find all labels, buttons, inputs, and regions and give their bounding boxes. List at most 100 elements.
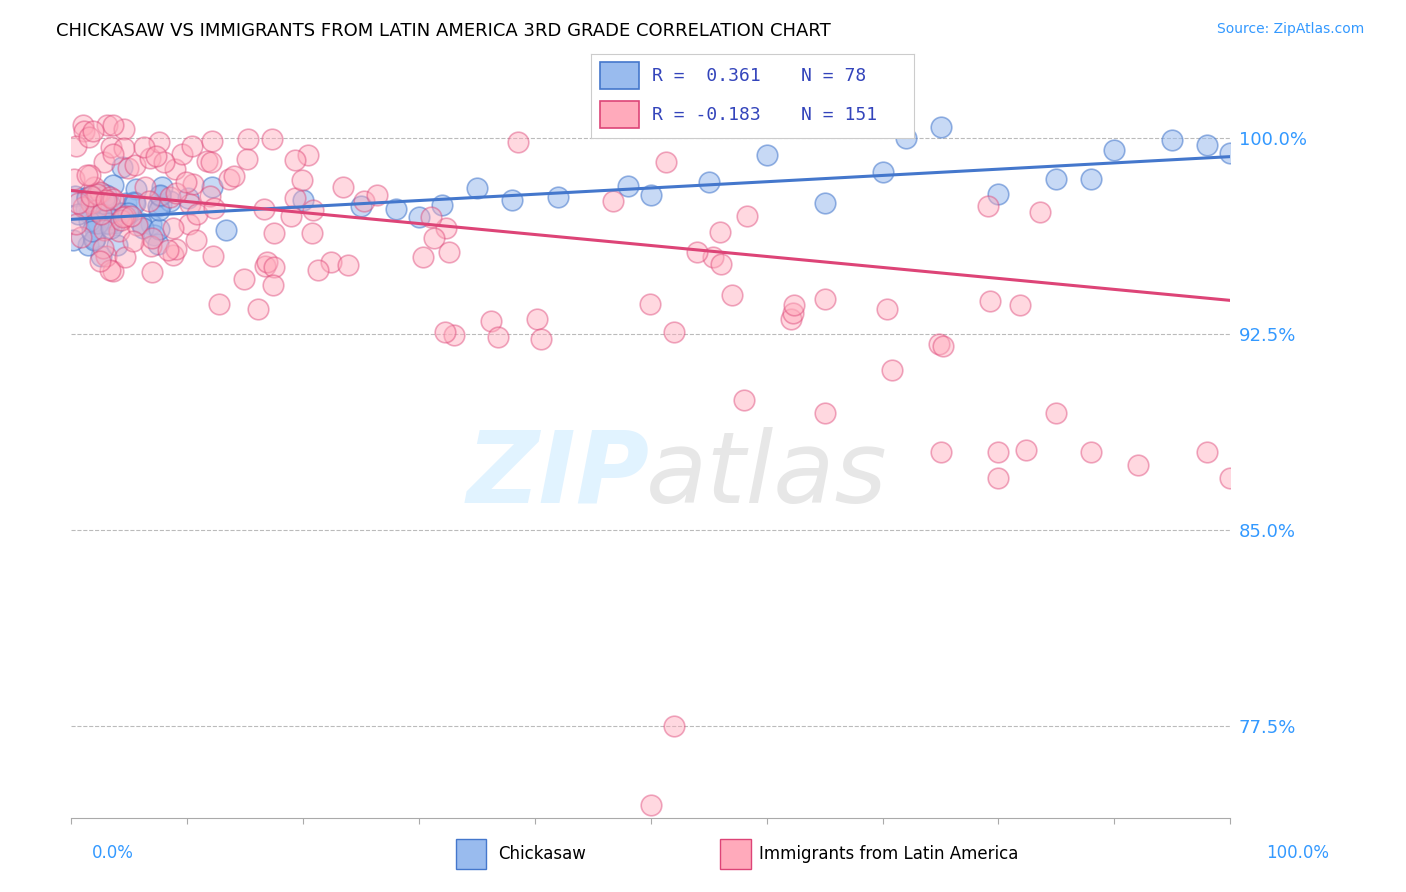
Point	[422, 231, 444, 245]
Text: Immigrants from Latin America: Immigrants from Latin America	[759, 845, 1018, 863]
Point	[120, 209, 142, 223]
Point	[1045, 172, 1067, 186]
Point	[301, 227, 323, 241]
Point	[77, 129, 100, 144]
Point	[1197, 138, 1219, 153]
Point	[201, 249, 224, 263]
Point	[236, 132, 259, 146]
Point	[235, 153, 257, 167]
Point	[114, 250, 136, 264]
Point	[263, 227, 285, 241]
Point	[100, 140, 122, 154]
Point	[98, 217, 121, 231]
Point	[73, 124, 96, 138]
Point	[66, 196, 89, 211]
Point	[640, 297, 662, 311]
Text: 0.0%: 0.0%	[91, 844, 134, 862]
Point	[1197, 445, 1219, 459]
Text: Chickasaw: Chickasaw	[498, 845, 585, 863]
Point	[125, 181, 148, 195]
Point	[159, 190, 181, 204]
Point	[640, 797, 662, 812]
Point	[184, 233, 207, 247]
Point	[138, 194, 160, 209]
Point	[640, 188, 662, 202]
Point	[547, 190, 569, 204]
Point	[76, 168, 98, 182]
Point	[200, 155, 222, 169]
Point	[634, 118, 657, 132]
Point	[733, 393, 755, 408]
Point	[814, 406, 837, 420]
Point	[434, 221, 457, 235]
Point	[98, 198, 121, 212]
Point	[148, 135, 170, 149]
Point	[131, 221, 153, 235]
Point	[987, 471, 1010, 485]
Point	[384, 202, 406, 217]
Point	[408, 210, 430, 224]
Point	[124, 196, 146, 211]
Point	[80, 189, 103, 203]
Point	[332, 180, 354, 194]
Point	[172, 146, 194, 161]
Point	[122, 234, 145, 248]
Point	[814, 196, 837, 211]
Point	[179, 197, 201, 211]
Point	[108, 224, 131, 238]
Bar	[456, 838, 486, 869]
Point	[132, 140, 155, 154]
Point	[159, 194, 181, 208]
Point	[174, 175, 197, 189]
Point	[443, 328, 465, 343]
Point	[246, 301, 269, 316]
Point	[76, 191, 98, 205]
Point	[83, 180, 105, 194]
Point	[755, 147, 778, 161]
Point	[987, 187, 1010, 202]
Point	[148, 236, 170, 251]
Point	[602, 194, 624, 209]
Point	[929, 120, 952, 134]
Point	[83, 233, 105, 247]
Point	[139, 218, 162, 232]
Point	[162, 248, 184, 262]
Point	[292, 193, 315, 207]
Point	[430, 198, 453, 212]
Point	[62, 233, 84, 247]
Point	[101, 192, 124, 206]
Point	[709, 225, 731, 239]
Point	[100, 220, 122, 235]
Point	[1161, 133, 1184, 147]
Point	[112, 121, 135, 136]
Point	[111, 161, 134, 175]
Point	[419, 210, 441, 224]
Point	[76, 190, 98, 204]
Point	[65, 139, 87, 153]
Point	[697, 175, 720, 189]
Point	[145, 149, 167, 163]
Point	[65, 217, 87, 231]
Point	[165, 242, 187, 256]
Point	[353, 194, 375, 208]
Text: ZIP: ZIP	[467, 426, 650, 524]
Point	[72, 118, 94, 132]
Point	[1219, 146, 1241, 161]
Point	[80, 196, 103, 211]
Text: CHICKASAW VS IMMIGRANTS FROM LATIN AMERICA 3RD GRADE CORRELATION CHART: CHICKASAW VS IMMIGRANTS FROM LATIN AMERI…	[56, 22, 831, 40]
Point	[176, 191, 198, 205]
Point	[253, 202, 276, 216]
Point	[263, 260, 285, 274]
Point	[872, 165, 894, 179]
Point	[880, 363, 903, 377]
Point	[75, 202, 97, 216]
Point	[125, 218, 148, 232]
Point	[79, 168, 101, 182]
Point	[284, 191, 307, 205]
Point	[114, 196, 136, 211]
Point	[98, 263, 121, 277]
Point	[141, 231, 163, 245]
Point	[72, 201, 94, 215]
Point	[134, 180, 156, 194]
Bar	[600, 101, 640, 128]
